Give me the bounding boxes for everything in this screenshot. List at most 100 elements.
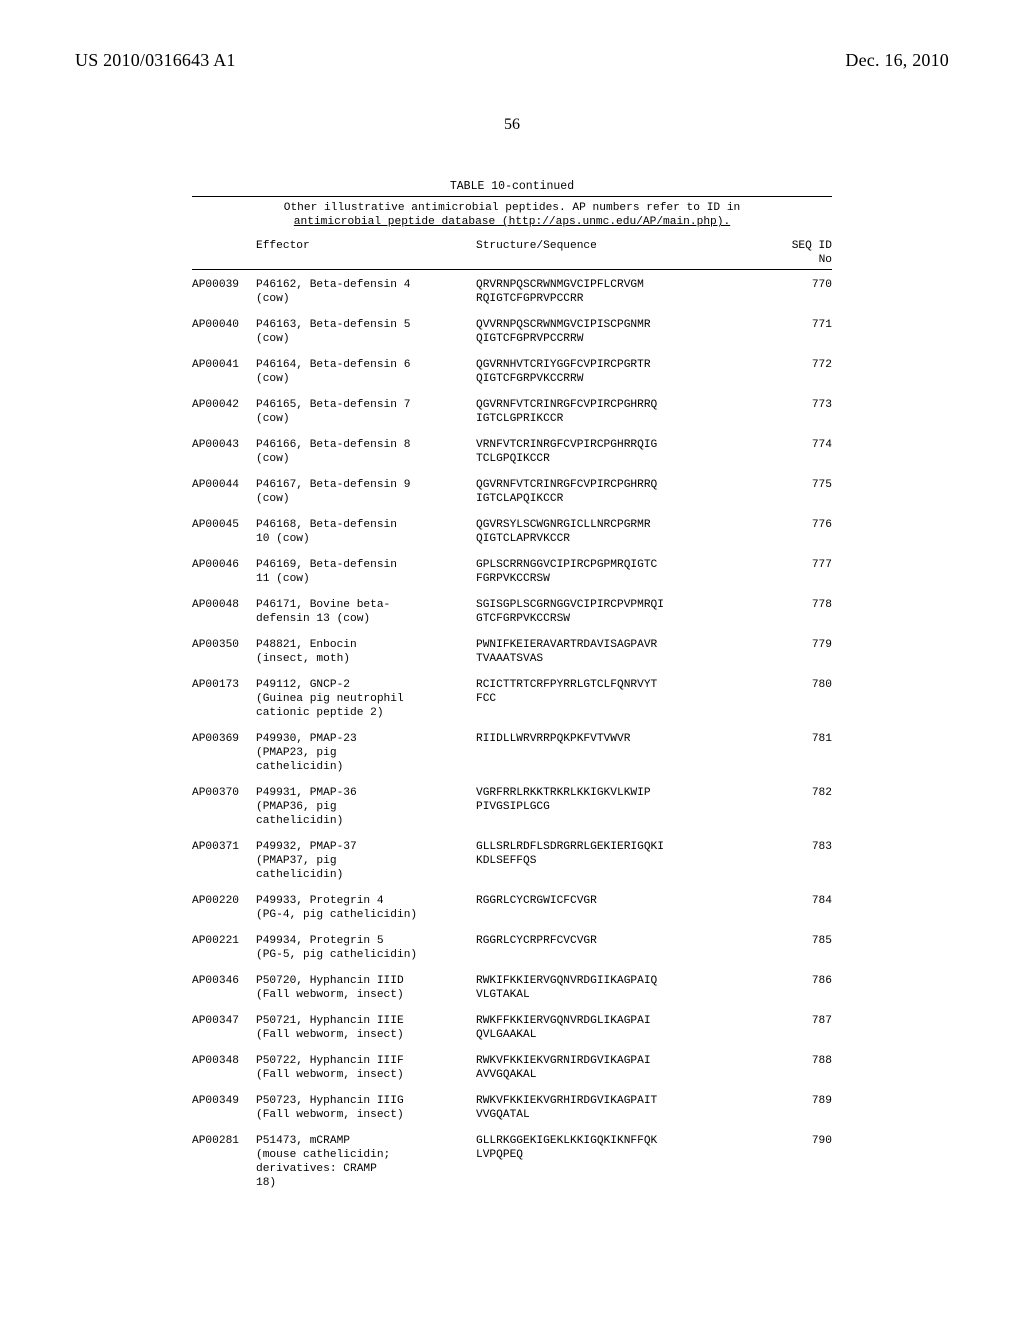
cell-ap-number: AP00346 [192,974,256,988]
table-row: AP00369P49930, PMAP-23 (PMAP23, pig cath… [192,732,832,774]
rule-top [192,196,832,197]
cell-sequence: VGRFRRLRKKTRKRLKKIGKVLKWIP PIVGSIPLGCG [476,786,756,814]
cell-seq-id: 773 [756,398,832,412]
table-row: AP00045P46168, Beta-defensin 10 (cow)QGV… [192,518,832,546]
page-number: 56 [0,116,1024,134]
cell-sequence: QVVRNPQSCRWNMGVCIPISCPGNMR QIGTCFGPRVPCC… [476,318,756,346]
cell-sequence: VRNFVTCRINRGFCVPIRCPGHRRQIG TCLGPQIKCCR [476,438,756,466]
cell-ap-number: AP00046 [192,558,256,572]
rule-header-bottom [192,269,832,270]
cell-seq-id: 777 [756,558,832,572]
cell-effector: P46164, Beta-defensin 6 (cow) [256,358,476,386]
cell-effector: P46166, Beta-defensin 8 (cow) [256,438,476,466]
cell-ap-number: AP00043 [192,438,256,452]
cell-ap-number: AP00281 [192,1134,256,1148]
subtitle-line2: antimicrobial peptide database (http://a… [294,216,730,228]
cell-effector: P50722, Hyphancin IIIF (Fall webworm, in… [256,1054,476,1082]
cell-sequence: RWKIFKKIERVGQNVRDGIIKAGPAIQ VLGTAKAL [476,974,756,1002]
cell-seq-id: 784 [756,894,832,908]
cell-effector: P46165, Beta-defensin 7 (cow) [256,398,476,426]
cell-sequence: RWKFFKKIERVGQNVRDGLIKAGPAI QVLGAAKAL [476,1014,756,1042]
cell-effector: P49934, Protegrin 5 (PG-5, pig cathelici… [256,934,476,962]
cell-ap-number: AP00042 [192,398,256,412]
cell-effector: P46169, Beta-defensin 11 (cow) [256,558,476,586]
table-row: AP00348P50722, Hyphancin IIIF (Fall webw… [192,1054,832,1082]
cell-ap-number: AP00371 [192,840,256,854]
cell-ap-number: AP00347 [192,1014,256,1028]
header-structure: Structure/Sequence [476,239,756,267]
table-row: AP00371P49932, PMAP-37 (PMAP37, pig cath… [192,840,832,882]
cell-effector: P49112, GNCP-2 (Guinea pig neutrophil ca… [256,678,476,720]
cell-sequence: QGVRNFVTCRINRGFCVPIRCPGHRRQ IGTCLGPRIKCC… [476,398,756,426]
cell-effector: P49933, Protegrin 4 (PG-4, pig cathelici… [256,894,476,922]
cell-seq-id: 774 [756,438,832,452]
table-row: AP00043P46166, Beta-defensin 8 (cow)VRNF… [192,438,832,466]
cell-sequence: GPLSCRRNGGVCIPIRCPGPMRQIGTC FGRPVKCCRSW [476,558,756,586]
cell-effector: P50723, Hyphancin IIIG (Fall webworm, in… [256,1094,476,1122]
table-row: AP00039P46162, Beta-defensin 4 (cow)QRVR… [192,278,832,306]
cell-sequence: SGISGPLSCGRNGGVCIPIRCPVPMRQI GTCFGRPVKCC… [476,598,756,626]
cell-sequence: RWKVFKKIEKVGRNIRDGVIKAGPAI AVVGQAKAL [476,1054,756,1082]
table-row: AP00347P50721, Hyphancin IIIE (Fall webw… [192,1014,832,1042]
cell-effector: P48821, Enbocin (insect, moth) [256,638,476,666]
table-row: AP00350P48821, Enbocin (insect, moth)PWN… [192,638,832,666]
cell-ap-number: AP00048 [192,598,256,612]
cell-sequence: QGVRNHVTCRIYGGFCVPIRCPGRTR QIGTCFGRPVKCC… [476,358,756,386]
cell-effector: P46171, Bovine beta- defensin 13 (cow) [256,598,476,626]
table-row: AP00040P46163, Beta-defensin 5 (cow)QVVR… [192,318,832,346]
cell-seq-id: 783 [756,840,832,854]
table-subtitle: Other illustrative antimicrobial peptide… [192,201,832,229]
cell-ap-number: AP00370 [192,786,256,800]
cell-ap-number: AP00369 [192,732,256,746]
cell-effector: P50721, Hyphancin IIIE (Fall webworm, in… [256,1014,476,1042]
cell-seq-id: 787 [756,1014,832,1028]
table-row: AP00281P51473, mCRAMP (mouse cathelicidi… [192,1134,832,1190]
cell-seq-id: 779 [756,638,832,652]
cell-effector: P46163, Beta-defensin 5 (cow) [256,318,476,346]
cell-seq-id: 776 [756,518,832,532]
cell-effector: P50720, Hyphancin IIID (Fall webworm, in… [256,974,476,1002]
cell-sequence: RIIDLLWRVRRPQKPKFVTVWVR [476,732,756,746]
cell-seq-id: 789 [756,1094,832,1108]
cell-seq-id: 781 [756,732,832,746]
cell-ap-number: AP00040 [192,318,256,332]
cell-sequence: QRVRNPQSCRWNMGVCIPFLCRVGM RQIGTCFGPRVPCC… [476,278,756,306]
cell-sequence: GLLSRLRDFLSDRGRRLGEKIERIGQKI KDLSEFFQS [476,840,756,868]
table-row: AP00048P46171, Bovine beta- defensin 13 … [192,598,832,626]
cell-seq-id: 782 [756,786,832,800]
cell-seq-id: 790 [756,1134,832,1148]
cell-ap-number: AP00350 [192,638,256,652]
cell-ap-number: AP00221 [192,934,256,948]
cell-seq-id: 771 [756,318,832,332]
cell-ap-number: AP00220 [192,894,256,908]
cell-sequence: QGVRSYLSCWGNRGICLLNRCPGRMR QIGTCLAPRVKCC… [476,518,756,546]
header-effector: Effector [256,239,476,267]
cell-seq-id: 788 [756,1054,832,1068]
table-title: TABLE 10-continued [192,180,832,194]
cell-effector: P46167, Beta-defensin 9 (cow) [256,478,476,506]
subtitle-line1: Other illustrative antimicrobial peptide… [284,202,741,214]
table-row: AP00173P49112, GNCP-2 (Guinea pig neutro… [192,678,832,720]
table-row: AP00042P46165, Beta-defensin 7 (cow)QGVR… [192,398,832,426]
cell-effector: P49931, PMAP-36 (PMAP36, pig cathelicidi… [256,786,476,828]
cell-seq-id: 770 [756,278,832,292]
table-row: AP00221P49934, Protegrin 5 (PG-5, pig ca… [192,934,832,962]
cell-sequence: PWNIFKEIERAVARTRDAVISAGPAVR TVAAATSVAS [476,638,756,666]
table-row: AP00044P46167, Beta-defensin 9 (cow)QGVR… [192,478,832,506]
cell-effector: P49932, PMAP-37 (PMAP37, pig cathelicidi… [256,840,476,882]
cell-effector: P46168, Beta-defensin 10 (cow) [256,518,476,546]
cell-ap-number: AP00041 [192,358,256,372]
table-row: AP00046P46169, Beta-defensin 11 (cow)GPL… [192,558,832,586]
publication-id: US 2010/0316643 A1 [75,50,236,71]
cell-seq-id: 786 [756,974,832,988]
cell-sequence: GLLRKGGEKIGEKLKKIGQKIKNFFQK LVPQPEQ [476,1134,756,1162]
cell-sequence: RGGRLCYCRPRFCVCVGR [476,934,756,948]
publication-date: Dec. 16, 2010 [845,50,949,71]
cell-ap-number: AP00173 [192,678,256,692]
cell-ap-number: AP00045 [192,518,256,532]
table-row: AP00370P49931, PMAP-36 (PMAP36, pig cath… [192,786,832,828]
table-row: AP00041P46164, Beta-defensin 6 (cow)QGVR… [192,358,832,386]
cell-seq-id: 785 [756,934,832,948]
cell-seq-id: 780 [756,678,832,692]
cell-seq-id: 775 [756,478,832,492]
